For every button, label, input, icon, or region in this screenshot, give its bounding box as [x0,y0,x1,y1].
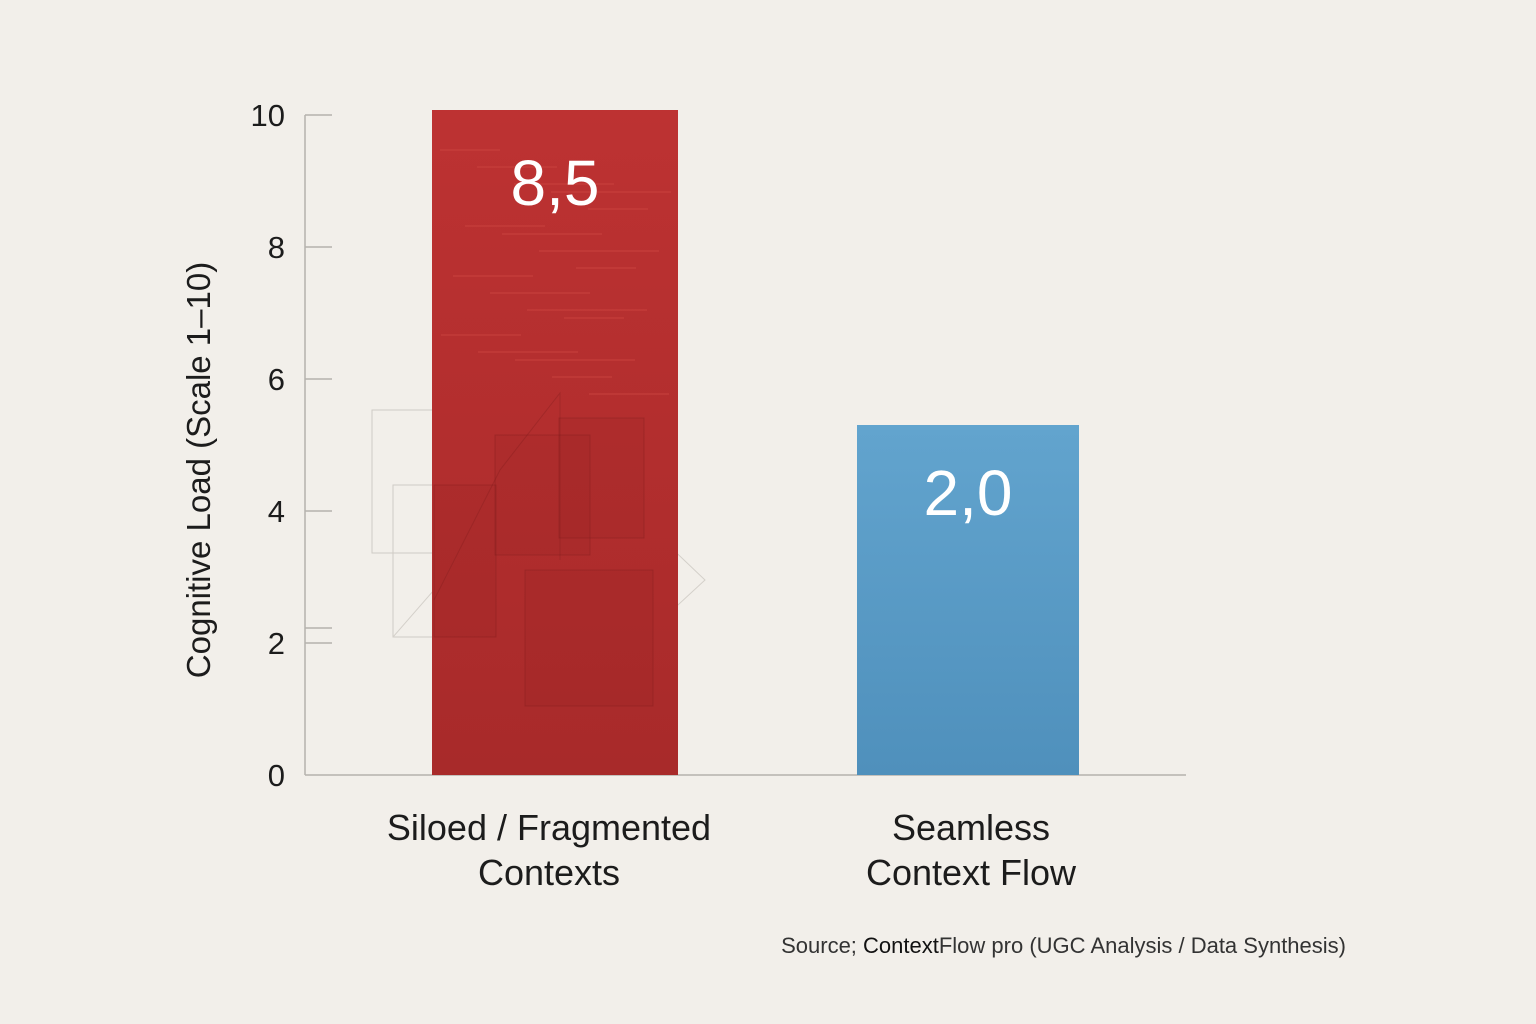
y-tick-label: 10 [251,98,285,133]
y-tick-label: 6 [268,362,285,397]
source-brand: Context [863,933,939,958]
y-axis-label: Cognitive Load (Scale 1–10) [180,262,217,678]
x-category-label: Siloed / Fragmented [387,807,711,848]
bar-texture-square [433,484,497,638]
bar-texture-square [494,434,591,556]
y-tick-label: 8 [268,230,285,265]
bar-value-label: 8,5 [511,147,600,219]
bar-seamless [857,425,1079,775]
bar-texture-square [558,417,645,539]
bar-siloed [432,110,678,775]
bar-texture-line [433,391,561,601]
source-note: Source; ContextFlow pro (UGC Analysis / … [781,933,1346,958]
source-prefix: Source; [781,933,863,958]
source-rest: Flow pro (UGC Analysis / Data Synthesis) [939,933,1346,958]
bar-value-label: 2,0 [924,457,1013,529]
labels: 0 2 4 6 8 10 Cognitive Load (Scale 1–10) 8,5 2,0… [180,98,1346,958]
y-tick-label: 4 [268,494,285,529]
y-tick-label: 2 [268,626,285,661]
bar-texture-square [524,569,654,707]
x-category-label: Context Flow [866,852,1077,893]
bar-overlay-pattern [433,149,671,707]
bars [432,110,1079,775]
x-category-label: Contexts [478,852,620,893]
y-tick-label: 0 [268,758,285,793]
x-category-label: Seamless [892,807,1050,848]
